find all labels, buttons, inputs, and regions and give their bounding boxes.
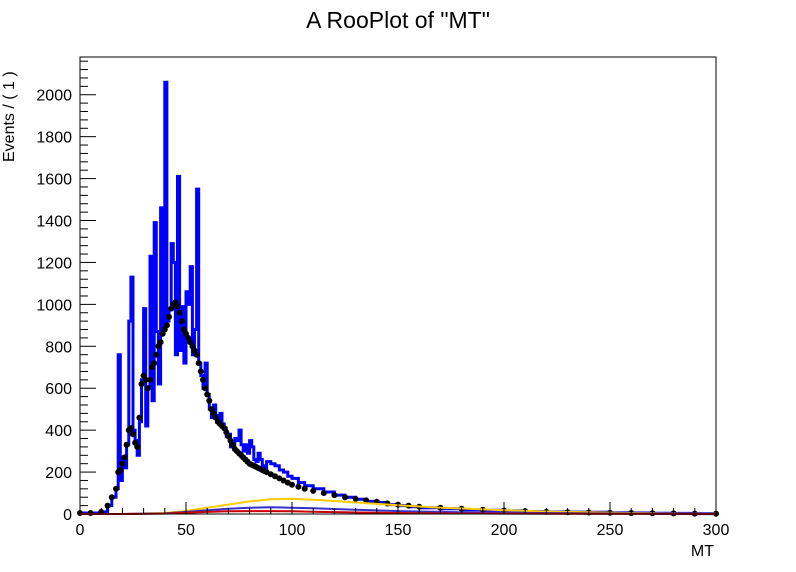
data-point xyxy=(134,443,141,450)
data-point xyxy=(121,454,128,461)
data-point xyxy=(204,391,211,398)
data-point xyxy=(117,467,124,473)
data-point xyxy=(166,313,172,320)
data-point xyxy=(197,368,204,375)
chart-title: A RooPlot of "MT" xyxy=(306,7,490,33)
data-point xyxy=(176,309,183,316)
data-point xyxy=(195,360,202,367)
data-point xyxy=(144,385,151,392)
x-tick-label: 150 xyxy=(385,522,412,539)
data-point xyxy=(193,351,200,358)
data-point xyxy=(352,495,359,502)
data-point xyxy=(123,441,130,448)
x-tick-label: 250 xyxy=(597,522,624,539)
data-point xyxy=(178,318,185,325)
y-tick-label: 800 xyxy=(45,339,72,356)
data-point xyxy=(157,339,164,346)
data-point xyxy=(119,460,126,467)
x-axis-title: MT xyxy=(691,543,714,560)
data-point xyxy=(113,485,119,492)
y-tick-label: 2000 xyxy=(36,88,72,105)
data-point xyxy=(108,494,115,501)
data-point xyxy=(301,485,308,492)
data-point xyxy=(127,425,134,432)
series-2-curve xyxy=(80,497,717,515)
plot-area xyxy=(77,80,719,517)
y-tick-label: 1800 xyxy=(36,130,72,147)
data-point xyxy=(130,431,136,438)
y-tick-label: 400 xyxy=(45,423,72,440)
data-point xyxy=(153,351,160,358)
data-point xyxy=(151,360,158,367)
y-tick-label: 0 xyxy=(63,507,72,524)
x-tick-label: 100 xyxy=(279,522,306,539)
y-tick-label: 200 xyxy=(45,465,72,482)
y-tick-label: 1400 xyxy=(36,214,72,231)
y-tick-label: 1000 xyxy=(36,297,72,314)
data-point xyxy=(310,487,317,494)
y-axis-title: Events / ( 1 ) xyxy=(1,71,18,162)
data-point xyxy=(136,414,143,421)
data-point xyxy=(331,492,338,499)
data-point xyxy=(104,502,111,509)
axes: 0 50 100 150 200 250 300 0 200 400 600 800 1000 1200 1… xyxy=(36,60,730,539)
data-point xyxy=(289,481,295,488)
x-tick-label: 50 xyxy=(177,522,195,539)
data-point xyxy=(202,385,209,392)
y-tick-label: 1200 xyxy=(36,255,72,272)
data-point xyxy=(320,490,327,496)
y-tick-label: 600 xyxy=(45,381,72,398)
data-point xyxy=(342,494,348,501)
data-point xyxy=(147,376,153,383)
data-point xyxy=(174,303,181,310)
data-point xyxy=(138,381,145,387)
x-tick-label: 200 xyxy=(491,522,518,539)
data-point xyxy=(163,322,170,329)
data-point xyxy=(200,376,206,383)
data-point xyxy=(295,483,302,490)
data-point xyxy=(363,497,370,504)
y-tick-label: 1600 xyxy=(36,172,72,189)
x-tick-label: 0 xyxy=(76,522,85,539)
data-point xyxy=(142,376,149,383)
data-point xyxy=(206,397,213,404)
series-0-histogram xyxy=(80,80,719,516)
x-tick-label: 300 xyxy=(703,522,730,539)
